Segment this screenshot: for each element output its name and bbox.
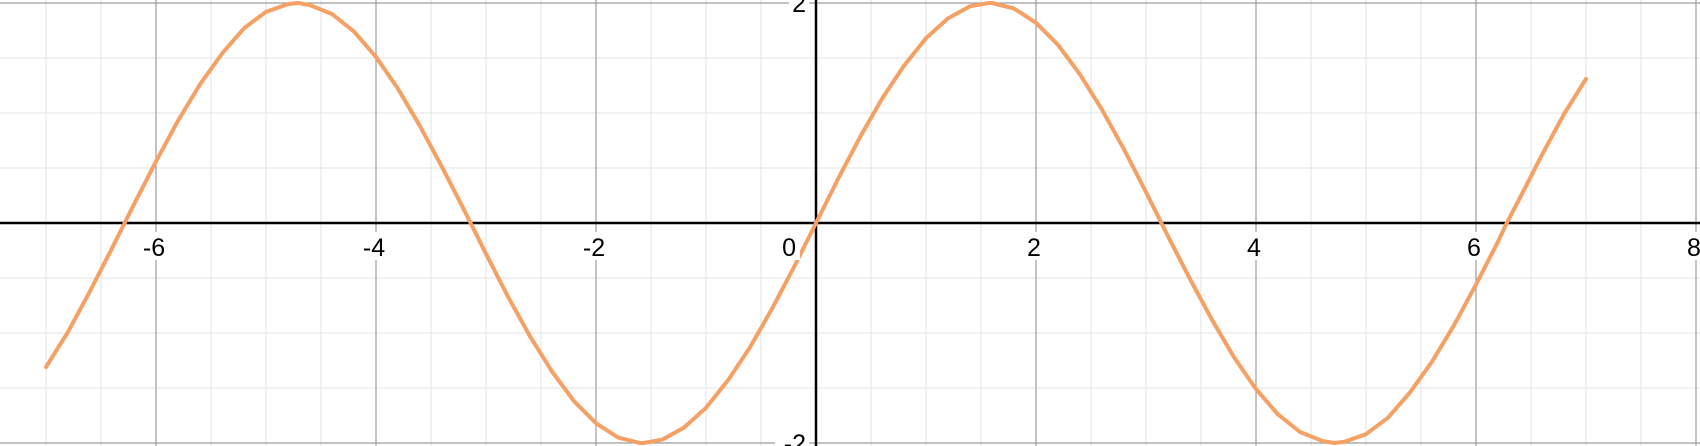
x-tick-label: 6: [1467, 234, 1481, 262]
x-tick-label-bg: [577, 232, 611, 260]
series-line-0: [44, 1, 1588, 445]
x-tick-label: -4: [363, 234, 385, 262]
x-tick-label-bg: [137, 232, 171, 260]
x-tick-label-bg: [357, 232, 391, 260]
x-tick-label: -6: [143, 234, 165, 262]
tick-labels: -6 -4 -2 0 2 4 6 8 2 -2: [137, 0, 1700, 446]
series-layer: [44, 1, 1588, 445]
x-tick-label: 0: [782, 234, 796, 262]
y-tick-label-bg: [789, 0, 809, 16]
x-tick-label: -2: [583, 234, 605, 262]
x-tick-label-bg: [1244, 232, 1264, 260]
x-tick-label: 4: [1247, 234, 1261, 262]
y-tick-label: 2: [792, 0, 806, 18]
x-tick-label-bg: [1464, 232, 1484, 260]
x-tick-label-bg: [1684, 232, 1700, 260]
x-tick-label-bg: [1024, 232, 1044, 260]
y-tick-label: -2: [784, 430, 806, 446]
x-tick-label-bg: [780, 232, 800, 260]
x-tick-label: 2: [1027, 234, 1041, 262]
x-tick-label: 8: [1687, 234, 1700, 262]
y-tick-label-bg: [775, 428, 809, 446]
